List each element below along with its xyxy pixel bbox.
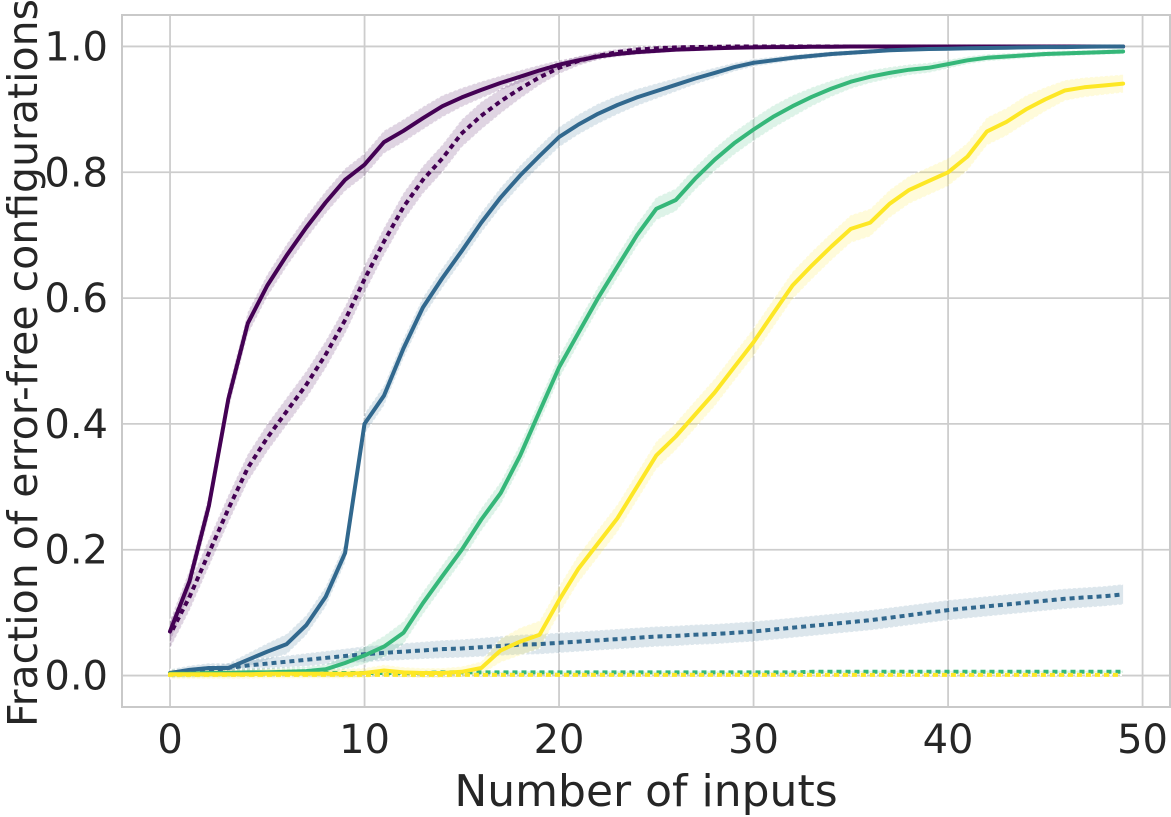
green-solid-line xyxy=(168,49,1126,676)
purple-dotted-confidence-band xyxy=(170,44,1124,649)
blue-dotted-band-edge-lower xyxy=(169,603,1124,679)
yellow-solid-line xyxy=(168,81,1126,677)
green-dotted-band-edge-upper xyxy=(170,669,1124,674)
x-tick-label: 20 xyxy=(534,717,585,763)
yellow-solid-band-edge-lower xyxy=(170,91,1124,680)
green-dotted-line xyxy=(168,669,1126,676)
yellow-solid-band-edge-upper xyxy=(170,73,1124,671)
blue-dotted-confidence-band xyxy=(170,584,1124,678)
y-tick-label: 0.2 xyxy=(44,528,108,574)
x-tick-label: 0 xyxy=(157,717,182,763)
x-axis-label: Number of inputs xyxy=(454,766,838,817)
y-tick-label: 0.4 xyxy=(44,402,108,448)
x-tick-label: 40 xyxy=(923,717,974,763)
y-axis-label: Fraction of error-free configurations xyxy=(0,0,47,727)
axes-spines xyxy=(121,14,1171,708)
y-tick-label: 0.0 xyxy=(44,654,108,700)
y-tick-label: 1.0 xyxy=(44,24,108,70)
x-tick-label: 10 xyxy=(339,717,390,763)
blue-solid-band-edge-upper xyxy=(169,44,1124,671)
purple-dotted-band-edge-upper xyxy=(169,43,1124,622)
y-tick-label: 0.6 xyxy=(44,276,108,322)
purple-solid-band-edge-lower xyxy=(169,47,1124,644)
x-tick-label: 50 xyxy=(1117,717,1168,763)
blue-solid-line xyxy=(168,44,1126,675)
blue-dotted-line xyxy=(167,592,1126,677)
x-tick-label: 30 xyxy=(728,717,779,763)
blue-dotted-band-edge-upper xyxy=(169,583,1124,672)
y-tick-label: 0.8 xyxy=(44,150,108,196)
